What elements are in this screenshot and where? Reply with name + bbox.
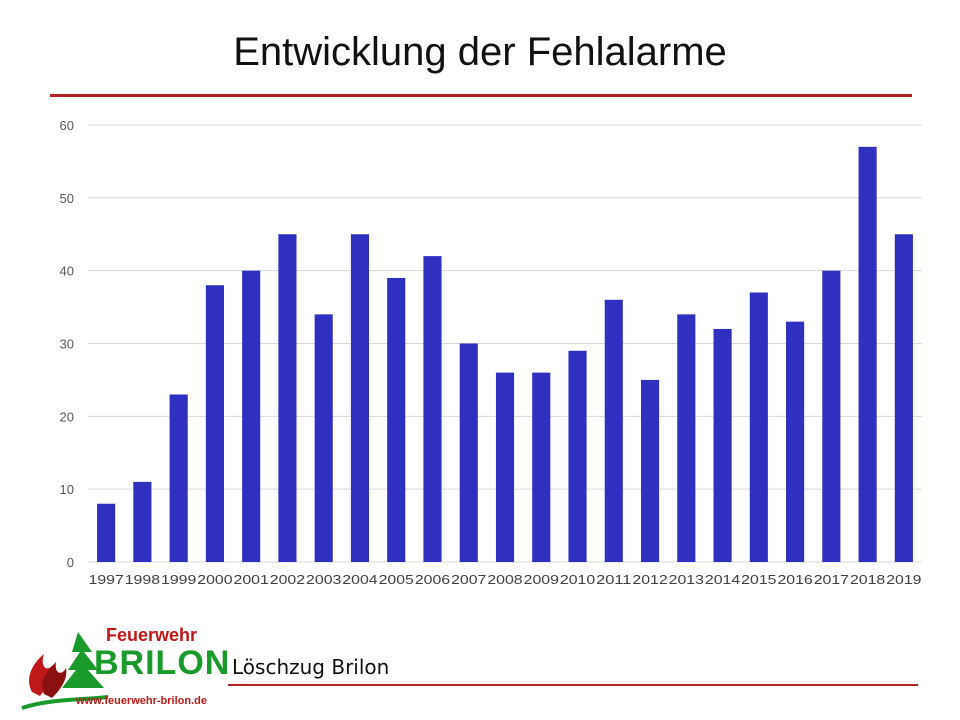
x-axis-ticks: 1997 1998 1999 2000 2001 2002 2003 2004 2005 2006… — [89, 572, 922, 587]
y-tick-label: 10 — [60, 482, 74, 497]
feuerwehr-logo: Feuerwehr BRILON www.feuerwehr-brilon.de — [18, 622, 231, 714]
x-tick-label: 2007 — [451, 572, 486, 587]
y-tick-label: 50 — [60, 191, 74, 206]
bar-1997 — [97, 503, 116, 562]
x-tick-label: 2003 — [306, 572, 341, 587]
bar-1999 — [169, 394, 188, 562]
x-tick-label: 2001 — [234, 572, 269, 587]
bar-2001 — [242, 270, 261, 562]
bar-2014 — [713, 328, 732, 562]
x-tick-label: 2002 — [270, 572, 305, 587]
logo-name: Feuerwehr — [106, 625, 198, 645]
x-tick-label: 2008 — [487, 572, 522, 587]
bar-2008 — [495, 372, 515, 562]
bar-2019 — [894, 234, 913, 562]
bar-2005 — [387, 277, 406, 562]
bar-2010 — [568, 350, 587, 562]
x-tick-label: 1997 — [89, 572, 124, 587]
x-tick-label: 2005 — [379, 572, 414, 587]
bar-2017 — [822, 270, 841, 562]
x-tick-label: 2014 — [705, 572, 740, 587]
bar-2000 — [205, 285, 224, 562]
y-tick-label: 40 — [60, 264, 74, 279]
footer-text: Löschzug Brilon — [232, 655, 390, 679]
y-tick-label: 60 — [60, 118, 74, 133]
y-tick-label: 0 — [67, 555, 74, 570]
footer-divider — [228, 684, 918, 686]
bar-2011 — [604, 299, 623, 562]
bar-2003 — [314, 314, 333, 562]
x-tick-label: 2009 — [524, 572, 559, 587]
bar-2012 — [640, 379, 660, 562]
x-tick-label: 2010 — [560, 572, 595, 587]
flame-tree-icon — [21, 632, 108, 710]
x-tick-label: 1999 — [161, 572, 196, 587]
y-tick-label: 30 — [60, 337, 74, 352]
y-tick-label: 20 — [60, 409, 74, 424]
title-divider — [50, 94, 912, 97]
x-tick-label: 1998 — [125, 572, 160, 587]
x-tick-label: 2012 — [632, 572, 667, 587]
bar-2018 — [858, 146, 877, 562]
x-tick-label: 2017 — [814, 572, 849, 587]
x-tick-label: 2015 — [741, 572, 776, 587]
bar-2004 — [350, 234, 370, 562]
bar-2006 — [423, 256, 442, 562]
x-tick-label: 2011 — [596, 572, 631, 587]
bar-1998 — [133, 481, 152, 562]
bar-2007 — [459, 343, 478, 562]
bars — [97, 146, 913, 562]
bar-2016 — [786, 321, 805, 562]
y-axis-ticks: 0 10 20 30 40 50 60 — [60, 118, 74, 570]
logo-url: www.feuerwehr-brilon.de — [76, 695, 207, 707]
x-tick-label: 2019 — [886, 572, 921, 587]
x-tick-label: 2016 — [777, 572, 812, 587]
bar-2002 — [278, 234, 297, 562]
bar-2009 — [532, 372, 551, 562]
bar-2013 — [677, 314, 696, 562]
x-tick-label: 2004 — [342, 572, 377, 587]
bar-2015 — [749, 292, 768, 562]
x-tick-label: 2006 — [415, 572, 450, 587]
x-tick-label: 2013 — [669, 572, 704, 587]
slide-title: Entwicklung der Fehlalarme — [233, 30, 727, 74]
x-tick-label: 2018 — [850, 572, 885, 587]
x-tick-label: 2000 — [197, 572, 232, 587]
logo-city: BRILON — [94, 644, 231, 682]
